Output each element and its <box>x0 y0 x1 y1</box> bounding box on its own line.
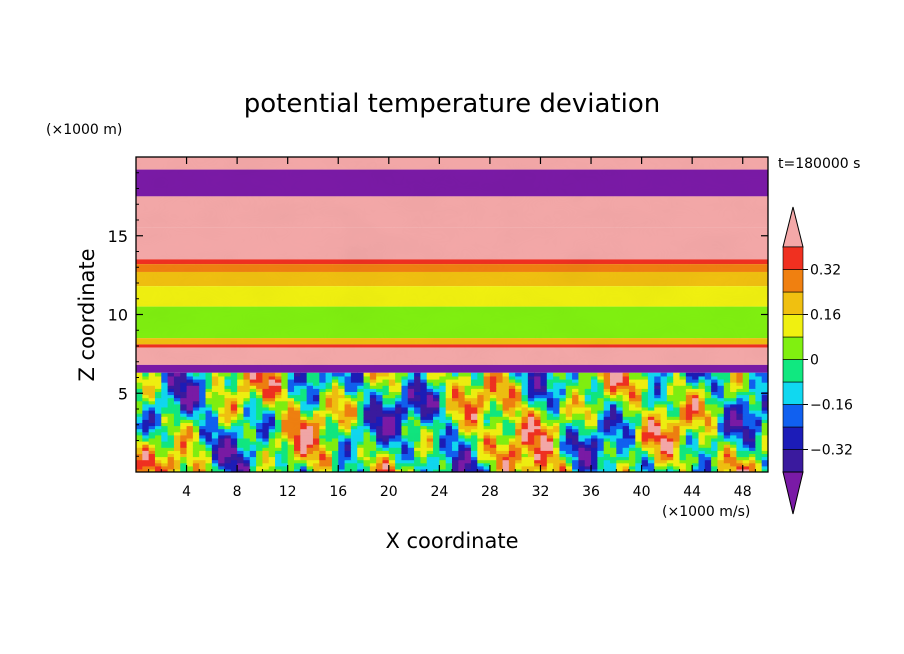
y-axis-label: Z coordinate <box>75 248 99 381</box>
x-axis-label: X coordinate <box>385 529 518 553</box>
plot-area <box>136 157 768 472</box>
colorbar-tick-label: 0.32 <box>810 263 841 279</box>
x-axis-ticks: 4 8 12 16 20 24 28 32 36 40 44 48 <box>148 157 756 500</box>
colorbar-tick-label: −0.16 <box>810 398 853 414</box>
colorbar-box <box>782 269 804 293</box>
colorbar-labels: 0.32 0.16 0 −0.16 −0.32 <box>803 263 853 459</box>
time-label: t=180000 s <box>778 156 860 172</box>
colorbar-box <box>782 246 804 270</box>
colorbar-box <box>782 381 804 405</box>
y-tick-label: 5 <box>118 384 128 403</box>
colorbar-tick-label: 0.16 <box>810 308 841 324</box>
x-unit-label: (×1000 m/s) <box>662 504 750 520</box>
x-tick-label: 12 <box>279 484 297 500</box>
colorbar-box <box>782 404 804 428</box>
colorbar-box <box>782 426 804 450</box>
y-axis-ticks: 5 10 15 <box>108 172 768 457</box>
x-tick-label: 36 <box>582 484 600 500</box>
x-tick-label: 32 <box>532 484 550 500</box>
y-unit-label: (×1000 m) <box>46 122 122 138</box>
x-tick-label: 48 <box>734 484 752 500</box>
colorbar-box <box>782 449 804 473</box>
colorbar <box>782 206 804 515</box>
colorbar-tick-label: −0.32 <box>810 443 853 459</box>
texture-overlay <box>136 157 768 472</box>
x-tick-label: 28 <box>481 484 499 500</box>
chart-title: potential temperature deviation <box>244 89 660 119</box>
x-tick-label: 44 <box>683 484 701 500</box>
x-tick-label: 8 <box>233 484 242 500</box>
y-tick-label: 15 <box>108 227 128 246</box>
colorbar-box <box>782 336 804 360</box>
x-tick-label: 4 <box>182 484 191 500</box>
colorbar-box <box>782 359 804 383</box>
colorbar-box <box>782 291 804 315</box>
colorbar-top-extension <box>782 206 804 248</box>
x-tick-label: 40 <box>633 484 651 500</box>
x-tick-label: 16 <box>329 484 347 500</box>
x-tick-label: 20 <box>380 484 398 500</box>
colorbar-tick-label: 0 <box>810 353 819 369</box>
colorbar-bottom-extension <box>782 471 804 515</box>
y-tick-label: 10 <box>108 306 128 325</box>
x-tick-label: 24 <box>430 484 448 500</box>
colorbar-box <box>782 314 804 338</box>
